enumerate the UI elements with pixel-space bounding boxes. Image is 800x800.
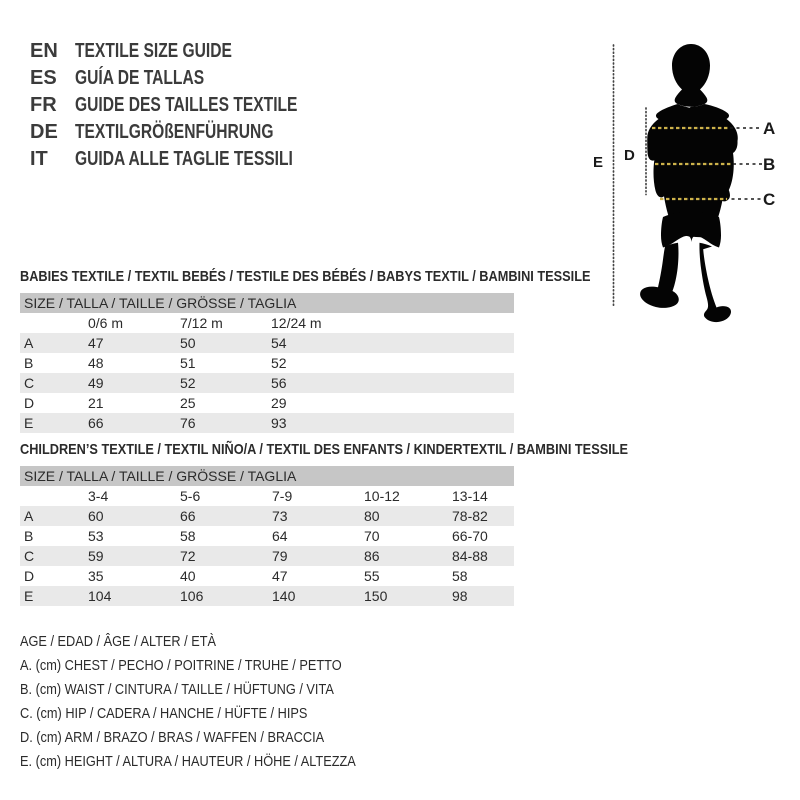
svg-text:E: E — [593, 154, 603, 171]
svg-text:A: A — [763, 119, 775, 138]
svg-text:D: D — [624, 147, 635, 164]
svg-text:B: B — [763, 155, 775, 174]
svg-text:C: C — [763, 190, 775, 209]
